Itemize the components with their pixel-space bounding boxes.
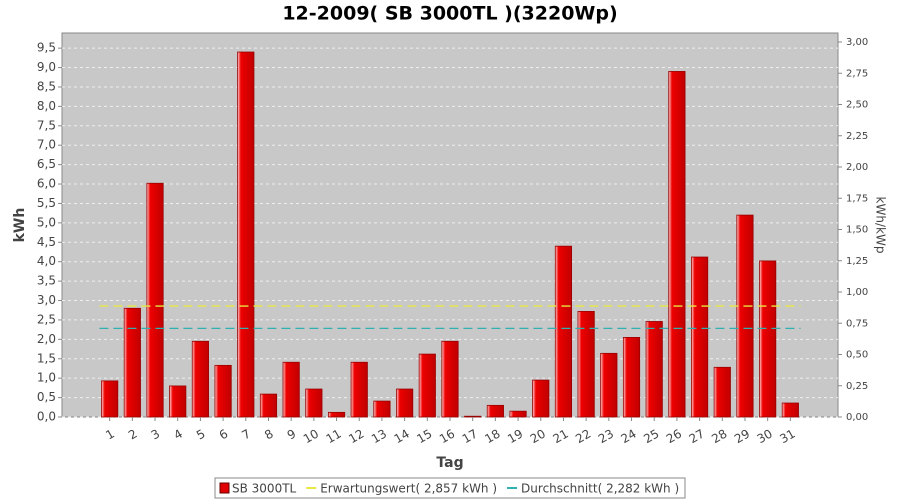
x-tick-label: 12 bbox=[346, 427, 366, 447]
x-tick-label: 10 bbox=[301, 427, 321, 447]
bar bbox=[464, 415, 482, 418]
bar bbox=[509, 410, 527, 418]
bar bbox=[622, 337, 641, 418]
x-tick-label: 28 bbox=[709, 427, 729, 447]
x-tick-label: 11 bbox=[324, 427, 344, 447]
bar bbox=[577, 310, 595, 418]
bar bbox=[282, 361, 300, 418]
x-tick-label: 17 bbox=[460, 427, 480, 447]
y-tick-label: 7,5 bbox=[37, 118, 56, 132]
y2-tick-label: 1,75 bbox=[846, 193, 868, 204]
y2-tick-label: 0,25 bbox=[846, 381, 868, 392]
bar bbox=[396, 388, 414, 418]
y2-tick-label: 2,25 bbox=[846, 131, 868, 142]
y-tick-label: 0,0 bbox=[37, 410, 56, 424]
x-tick-label: 14 bbox=[392, 427, 412, 447]
x-tick-label: 29 bbox=[732, 427, 752, 447]
x-tick-label: 16 bbox=[437, 427, 457, 447]
y-tick-label: 2,0 bbox=[37, 332, 56, 346]
bar bbox=[259, 393, 278, 418]
y2-axis-title: kWh/kWp bbox=[874, 197, 888, 254]
y-tick-label: 8,5 bbox=[37, 79, 56, 93]
y-tick-label: 5,0 bbox=[37, 215, 56, 229]
bar bbox=[486, 404, 504, 418]
x-tick-label: 15 bbox=[414, 427, 434, 447]
bar bbox=[691, 256, 709, 418]
y-tick-label: 1,0 bbox=[37, 371, 56, 385]
y2-tick-label: 2,75 bbox=[846, 68, 868, 79]
bar bbox=[101, 380, 119, 418]
y2-tick-label: 0,00 bbox=[846, 412, 868, 423]
bar bbox=[600, 352, 618, 418]
y-tick-label: 3,5 bbox=[37, 274, 56, 288]
x-tick-label: 27 bbox=[687, 427, 707, 447]
x-tick-label: 30 bbox=[755, 427, 775, 447]
y-axis-title: kWh bbox=[12, 208, 28, 243]
bar bbox=[668, 71, 686, 418]
y-tick-label: 2,5 bbox=[37, 312, 56, 326]
bar bbox=[327, 411, 346, 418]
bar bbox=[305, 388, 323, 418]
legend-swatch bbox=[219, 482, 230, 494]
x-tick-label: 25 bbox=[641, 427, 661, 447]
x-tick-label: 20 bbox=[528, 427, 548, 447]
bar bbox=[169, 385, 187, 418]
y2-tick-label: 3,00 bbox=[846, 37, 868, 48]
x-tick-label: 31 bbox=[777, 427, 797, 447]
y-tick-label: 9,0 bbox=[37, 60, 56, 74]
bar bbox=[214, 364, 232, 418]
y2-tick-label: 1,25 bbox=[846, 256, 868, 267]
legend bbox=[214, 477, 686, 499]
x-tick-label: 13 bbox=[369, 427, 389, 447]
y-tick-label: 4,0 bbox=[37, 254, 56, 268]
legend-label: SB 3000TL bbox=[232, 482, 297, 496]
y-tick-label: 6,0 bbox=[37, 177, 56, 191]
bar bbox=[373, 400, 391, 418]
y2-tick-label: 2,00 bbox=[846, 162, 868, 173]
bar bbox=[736, 214, 754, 418]
y-tick-label: 4,5 bbox=[37, 235, 56, 249]
x-tick-label: 23 bbox=[596, 427, 616, 447]
legend-label: Erwartungswert( 2,857 kWh ) bbox=[320, 482, 497, 496]
bar bbox=[350, 361, 368, 418]
y2-tick-label: 2,50 bbox=[846, 100, 868, 111]
bar bbox=[123, 307, 141, 418]
y2-tick-label: 0,50 bbox=[846, 350, 868, 361]
y-tick-label: 3,0 bbox=[37, 293, 56, 307]
bar bbox=[759, 260, 777, 418]
x-tick-label: 22 bbox=[573, 427, 593, 447]
y-tick-label: 6,5 bbox=[37, 157, 56, 171]
bar bbox=[645, 321, 663, 418]
legend-label: Durchschnitt( 2,282 kWh ) bbox=[521, 482, 679, 496]
x-axis-title: Tag bbox=[436, 455, 463, 471]
y-tick-label: 1,5 bbox=[37, 351, 56, 365]
y-tick-label: 5,5 bbox=[37, 196, 56, 210]
bar bbox=[441, 340, 459, 418]
x-tick-label: 24 bbox=[619, 427, 639, 447]
y2-tick-label: 1,50 bbox=[846, 225, 868, 236]
bar bbox=[554, 245, 573, 418]
chart-title: 12-2009( SB 3000TL )(3220Wp) bbox=[282, 3, 617, 25]
bar bbox=[191, 340, 209, 418]
x-tick-label: 18 bbox=[482, 427, 502, 447]
bar bbox=[146, 182, 164, 418]
bar bbox=[532, 379, 550, 418]
bar bbox=[237, 51, 255, 418]
y-tick-label: 9,5 bbox=[37, 41, 56, 55]
y2-tick-label: 0,75 bbox=[846, 318, 868, 329]
y-tick-label: 0,5 bbox=[37, 390, 56, 404]
y-tick-label: 7,0 bbox=[37, 138, 56, 152]
y2-tick-label: 1,00 bbox=[846, 287, 868, 298]
y-tick-label: 8,0 bbox=[37, 99, 56, 113]
x-tick-label: 21 bbox=[550, 427, 570, 447]
x-tick-label: 26 bbox=[664, 427, 684, 447]
bar bbox=[713, 366, 731, 418]
bar bbox=[781, 402, 799, 418]
bar bbox=[418, 353, 436, 418]
x-tick-label: 19 bbox=[505, 427, 525, 447]
